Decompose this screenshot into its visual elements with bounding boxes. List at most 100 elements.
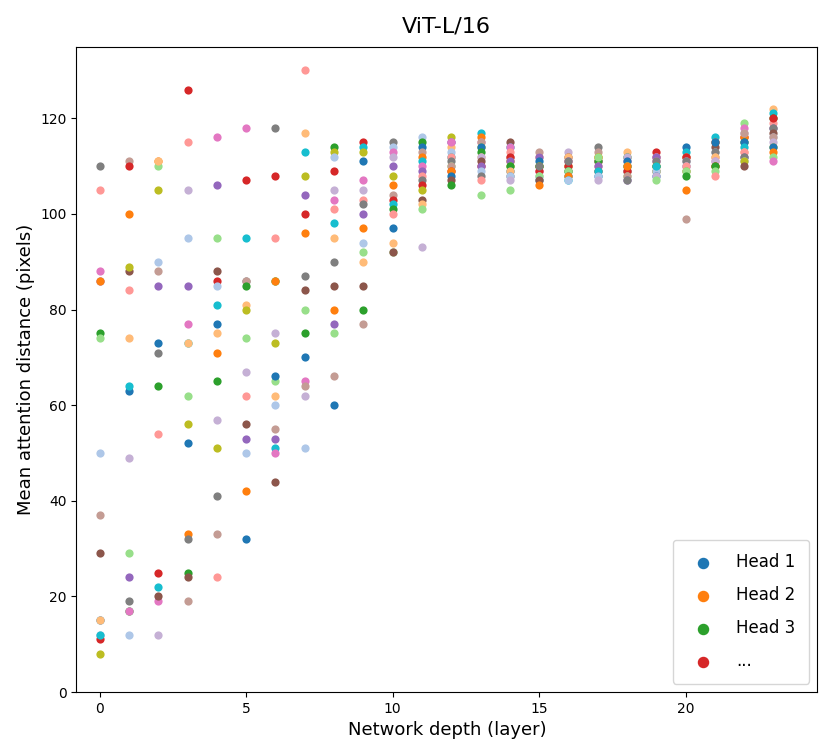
Point bbox=[737, 122, 751, 134]
Point bbox=[532, 150, 545, 163]
Point bbox=[239, 303, 253, 315]
Point bbox=[445, 160, 458, 172]
Point bbox=[239, 366, 253, 378]
Point bbox=[357, 237, 370, 249]
Point bbox=[123, 265, 136, 277]
Point bbox=[650, 150, 663, 163]
Point bbox=[474, 141, 487, 153]
Point bbox=[298, 270, 311, 282]
Point bbox=[415, 160, 429, 172]
Point bbox=[620, 160, 634, 172]
Point bbox=[679, 212, 692, 225]
Point bbox=[562, 165, 575, 177]
Point bbox=[562, 165, 575, 177]
Point bbox=[650, 160, 663, 172]
Point bbox=[415, 203, 429, 215]
Point bbox=[679, 160, 692, 172]
Point bbox=[532, 165, 545, 177]
Point bbox=[93, 447, 107, 459]
Point bbox=[181, 595, 194, 607]
Point bbox=[152, 155, 165, 167]
Point bbox=[298, 169, 311, 181]
Point bbox=[386, 136, 399, 148]
Point bbox=[591, 155, 605, 167]
Point bbox=[445, 136, 458, 148]
Point bbox=[532, 179, 545, 191]
Point bbox=[269, 337, 282, 349]
Point bbox=[708, 141, 721, 153]
Point bbox=[650, 165, 663, 177]
Point bbox=[210, 528, 224, 541]
Point bbox=[93, 332, 107, 344]
X-axis label: Network depth (layer): Network depth (layer) bbox=[348, 721, 546, 739]
Point bbox=[445, 150, 458, 163]
Point bbox=[93, 629, 107, 641]
Point bbox=[357, 141, 370, 153]
Point bbox=[562, 155, 575, 167]
Point bbox=[298, 64, 311, 76]
Point bbox=[181, 232, 194, 244]
Point bbox=[737, 160, 751, 172]
Point bbox=[239, 447, 253, 459]
Point bbox=[532, 146, 545, 158]
Point bbox=[123, 452, 136, 464]
Point bbox=[679, 165, 692, 177]
Point bbox=[210, 327, 224, 339]
Point bbox=[328, 303, 341, 315]
Point bbox=[357, 198, 370, 210]
Point bbox=[562, 169, 575, 181]
Point bbox=[737, 146, 751, 158]
Point bbox=[152, 566, 165, 578]
Point bbox=[445, 165, 458, 177]
Point bbox=[298, 284, 311, 296]
Point bbox=[123, 380, 136, 392]
Point bbox=[591, 165, 605, 177]
Point bbox=[386, 179, 399, 191]
Point bbox=[210, 132, 224, 144]
Point bbox=[415, 155, 429, 167]
Point bbox=[620, 160, 634, 172]
Point bbox=[298, 389, 311, 401]
Point bbox=[445, 169, 458, 181]
Point bbox=[210, 346, 224, 358]
Point bbox=[152, 581, 165, 593]
Point bbox=[239, 175, 253, 187]
Point bbox=[620, 165, 634, 177]
Point bbox=[93, 509, 107, 521]
Point bbox=[269, 169, 282, 181]
Point bbox=[181, 389, 194, 401]
Point bbox=[620, 160, 634, 172]
Point bbox=[474, 160, 487, 172]
Point bbox=[620, 175, 634, 187]
Point bbox=[650, 155, 663, 167]
Point bbox=[650, 165, 663, 177]
Point bbox=[445, 136, 458, 148]
Point bbox=[766, 155, 780, 167]
Point bbox=[562, 150, 575, 163]
Point bbox=[357, 184, 370, 196]
Point bbox=[357, 136, 370, 148]
Point bbox=[357, 246, 370, 259]
Point bbox=[766, 136, 780, 148]
Point bbox=[679, 146, 692, 158]
Point bbox=[591, 160, 605, 172]
Point bbox=[445, 146, 458, 158]
Point bbox=[181, 280, 194, 292]
Point bbox=[708, 160, 721, 172]
Point bbox=[415, 169, 429, 181]
Point bbox=[386, 169, 399, 181]
Point bbox=[152, 160, 165, 172]
Point bbox=[123, 629, 136, 641]
Point bbox=[415, 241, 429, 253]
Point bbox=[503, 169, 516, 181]
Point bbox=[562, 150, 575, 163]
Point bbox=[474, 126, 487, 138]
Point bbox=[591, 175, 605, 187]
Point bbox=[328, 370, 341, 383]
Point bbox=[239, 485, 253, 497]
Point bbox=[123, 160, 136, 172]
Point bbox=[357, 146, 370, 158]
Point bbox=[152, 280, 165, 292]
Point bbox=[181, 528, 194, 541]
Point bbox=[445, 150, 458, 163]
